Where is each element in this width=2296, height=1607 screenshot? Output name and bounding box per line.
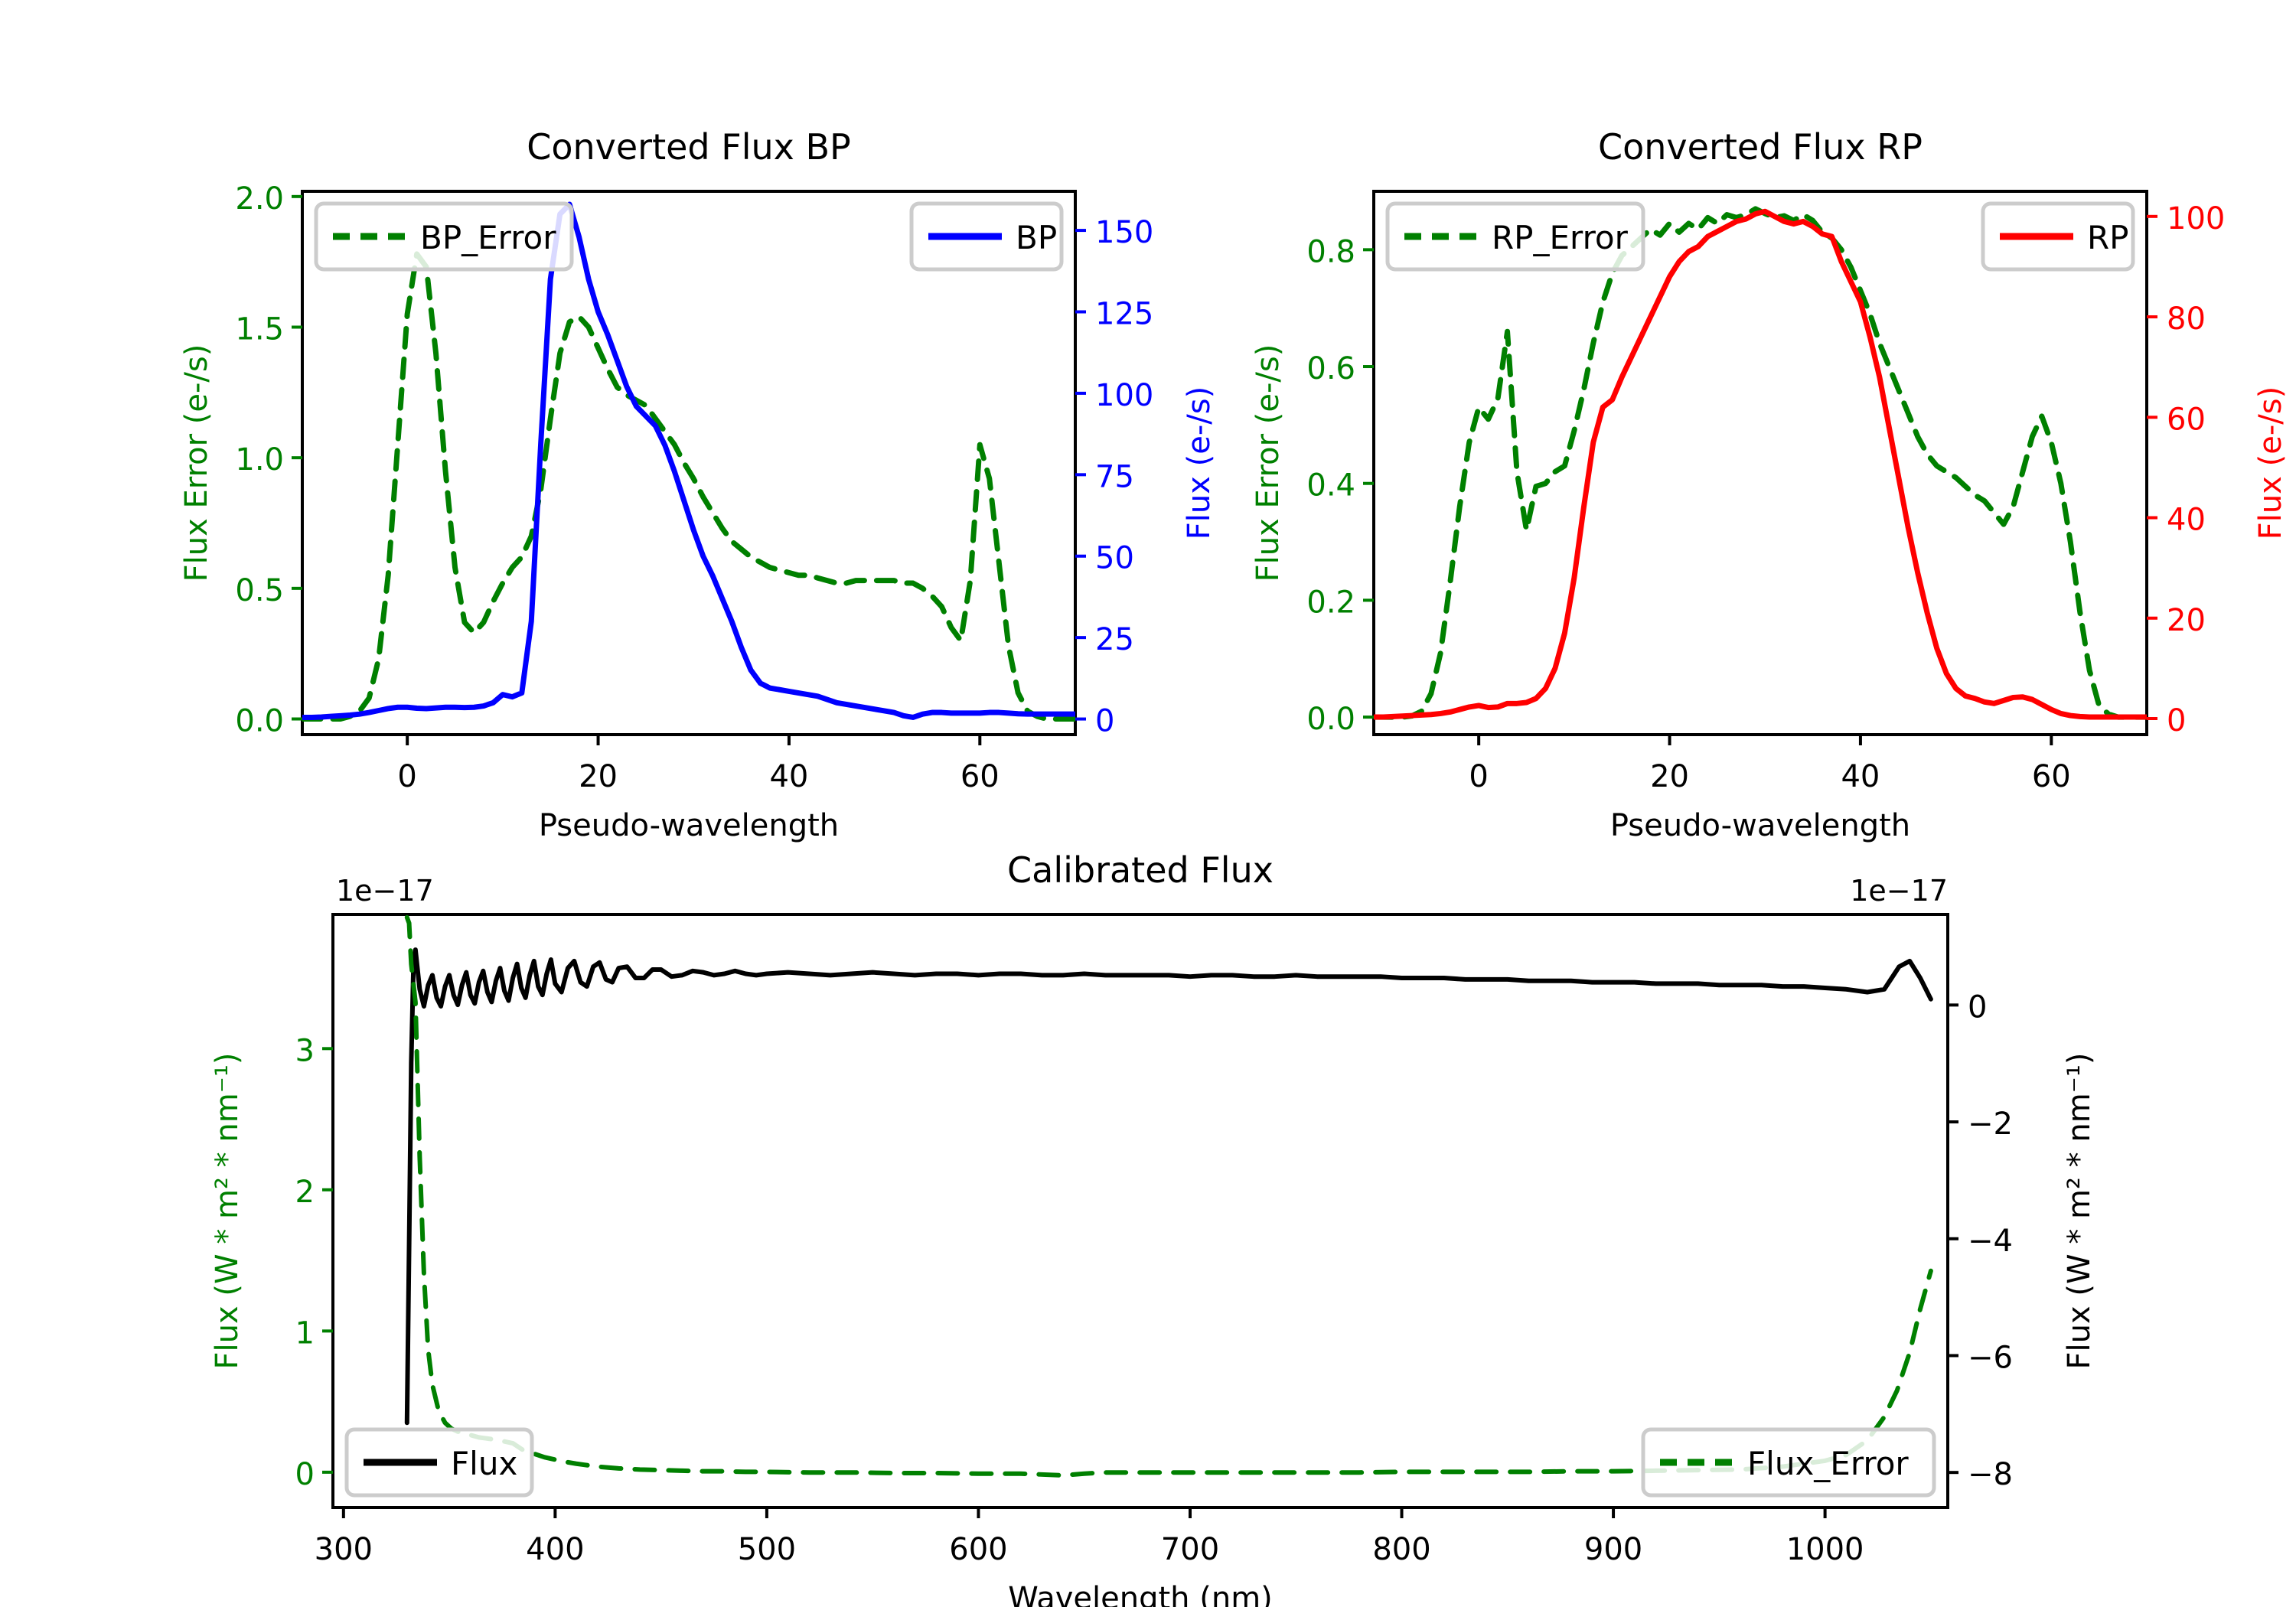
y-right-tick-label: 0: [2167, 703, 2186, 738]
y-right-tick-label: 0: [1968, 989, 1987, 1025]
legend-label: RP: [2087, 219, 2129, 256]
x-axis-label-bp: Pseudo-wavelength: [539, 808, 839, 843]
y-left-tick-label: 0.4: [1306, 468, 1355, 504]
legend-flux_error[interactable]: Flux_Error: [1641, 1427, 1936, 1498]
x-tick-label: 600: [949, 1532, 1007, 1567]
y-left-tick-label: 0.8: [1306, 234, 1355, 269]
legend-label: BP_Error: [420, 219, 556, 256]
series-bp: [302, 201, 1075, 720]
x-tick-label: 800: [1372, 1532, 1430, 1567]
y-right-tick-label: 125: [1095, 296, 1153, 331]
y-left-tick-label: 0: [295, 1457, 315, 1492]
y-left-tick-label: 0.0: [1306, 702, 1355, 737]
y-right-tick-label: 100: [2167, 201, 2225, 236]
legend-label: RP_Error: [1492, 219, 1629, 256]
y-left-tick-label: 1.5: [235, 312, 284, 347]
x-tick-label: 20: [579, 759, 618, 794]
x-tick-label: 900: [1584, 1532, 1642, 1567]
y-axis-label-left-rp: Flux Error (e-/s): [1251, 344, 1286, 582]
legend-box: [1385, 201, 1645, 272]
chart-title-calibrated: Calibrated Flux: [1007, 849, 1274, 891]
panel-rp: Converted Flux RP 0 20 40 60 Pseudo-wavelengt…: [1251, 126, 2288, 843]
y-right-tick-label: 60: [2167, 402, 2206, 437]
y-right-tick-label: 75: [1095, 459, 1134, 494]
y-right-tick-label: 0: [1095, 704, 1114, 739]
chart-title-rp: Converted Flux RP: [1598, 126, 1923, 168]
series-flux: [404, 947, 1933, 1426]
axes-frame-rp: [1372, 190, 2148, 736]
y-left-tick-label: 0.6: [1306, 351, 1355, 386]
axes-frame-calibrated: [331, 913, 1949, 1509]
series-bp_error: [302, 251, 1075, 722]
legend-rp_error[interactable]: RP_Error: [1385, 201, 1645, 272]
x-tick-label: 20: [1650, 759, 1689, 794]
y-right-tick-label: 20: [2167, 603, 2206, 638]
y-right-tick-label: 100: [1095, 378, 1153, 413]
y-axis-label-left-calibrated: Flux (W * m² * nm⁻¹): [210, 1053, 245, 1370]
y-right-tick-label: −8: [1968, 1457, 2013, 1492]
x-tick-label: 60: [960, 759, 1000, 794]
panel-bp: Converted Flux BP 0 20 40 60 Pseudo-wavelengt…: [179, 126, 1217, 843]
y-left-tick-label: 1: [295, 1315, 315, 1351]
y-left-tick-label: 0.2: [1306, 585, 1355, 620]
y-right-tick-label: 50: [1095, 541, 1134, 576]
offset-text-left: 1e−17: [336, 874, 434, 908]
legend-flux[interactable]: Flux: [344, 1427, 534, 1498]
x-tick-label: 300: [315, 1532, 373, 1567]
axes-frame-bp: [301, 190, 1077, 736]
chart-title-bp: Converted Flux BP: [527, 126, 851, 168]
x-tick-label: 0: [397, 759, 416, 794]
y-right-tick-label: 40: [2167, 503, 2206, 538]
y-left-tick-label: 1.0: [235, 442, 284, 478]
x-tick-label: 40: [1841, 759, 1880, 794]
y-right-tick-label: 80: [2167, 302, 2206, 337]
y-left-tick-label: 3: [295, 1033, 315, 1068]
y-right-tick-label: −4: [1968, 1224, 2013, 1259]
legend-rp[interactable]: RP: [1981, 201, 2135, 272]
y-right-tick-label: −2: [1968, 1107, 2013, 1142]
series-flux_error: [404, 914, 1933, 1478]
y-left-tick-label: 0.5: [235, 573, 284, 608]
legend-box: [344, 1427, 534, 1498]
y-axis-label-right-bp: Flux (e-/s): [1182, 386, 1217, 539]
y-axis-label-right-calibrated: Flux (W * m² * nm⁻¹): [2062, 1053, 2097, 1370]
y-left-tick-label: 2: [295, 1175, 315, 1210]
x-tick-label: 0: [1469, 759, 1488, 794]
series-rp_error: [1374, 206, 2147, 720]
y-right-tick-label: −6: [1968, 1340, 2013, 1375]
x-tick-label: 400: [526, 1532, 584, 1567]
y-right-tick-label: 25: [1095, 622, 1134, 657]
x-axis-label-rp: Pseudo-wavelength: [1610, 808, 1910, 843]
x-tick-label: 500: [738, 1532, 796, 1567]
x-tick-label: 60: [2032, 759, 2071, 794]
y-axis-label-left-bp: Flux Error (e-/s): [179, 344, 214, 582]
legend-label: Flux_Error: [1747, 1445, 1909, 1482]
y-left-tick-label: 2.0: [235, 181, 284, 217]
legend-box: [1641, 1427, 1936, 1498]
legend-box: [314, 201, 574, 272]
legend-bp_error[interactable]: BP_Error: [314, 201, 574, 272]
y-left-tick-label: 0.0: [235, 704, 284, 739]
legend-label: Flux: [451, 1445, 517, 1482]
legend-bp[interactable]: BP: [909, 201, 1064, 272]
x-tick-label: 40: [769, 759, 808, 794]
x-axis-label-calibrated: Wavelength (nm): [1008, 1581, 1273, 1607]
x-tick-label: 700: [1161, 1532, 1219, 1567]
offset-text-right: 1e−17: [1850, 874, 1948, 908]
y-axis-label-right-rp: Flux (e-/s): [2253, 386, 2288, 539]
x-tick-label: 1000: [1786, 1532, 1864, 1567]
y-right-tick-label: 150: [1095, 215, 1153, 250]
series-rp: [1374, 208, 2147, 720]
legend-label: BP: [1016, 219, 1057, 256]
